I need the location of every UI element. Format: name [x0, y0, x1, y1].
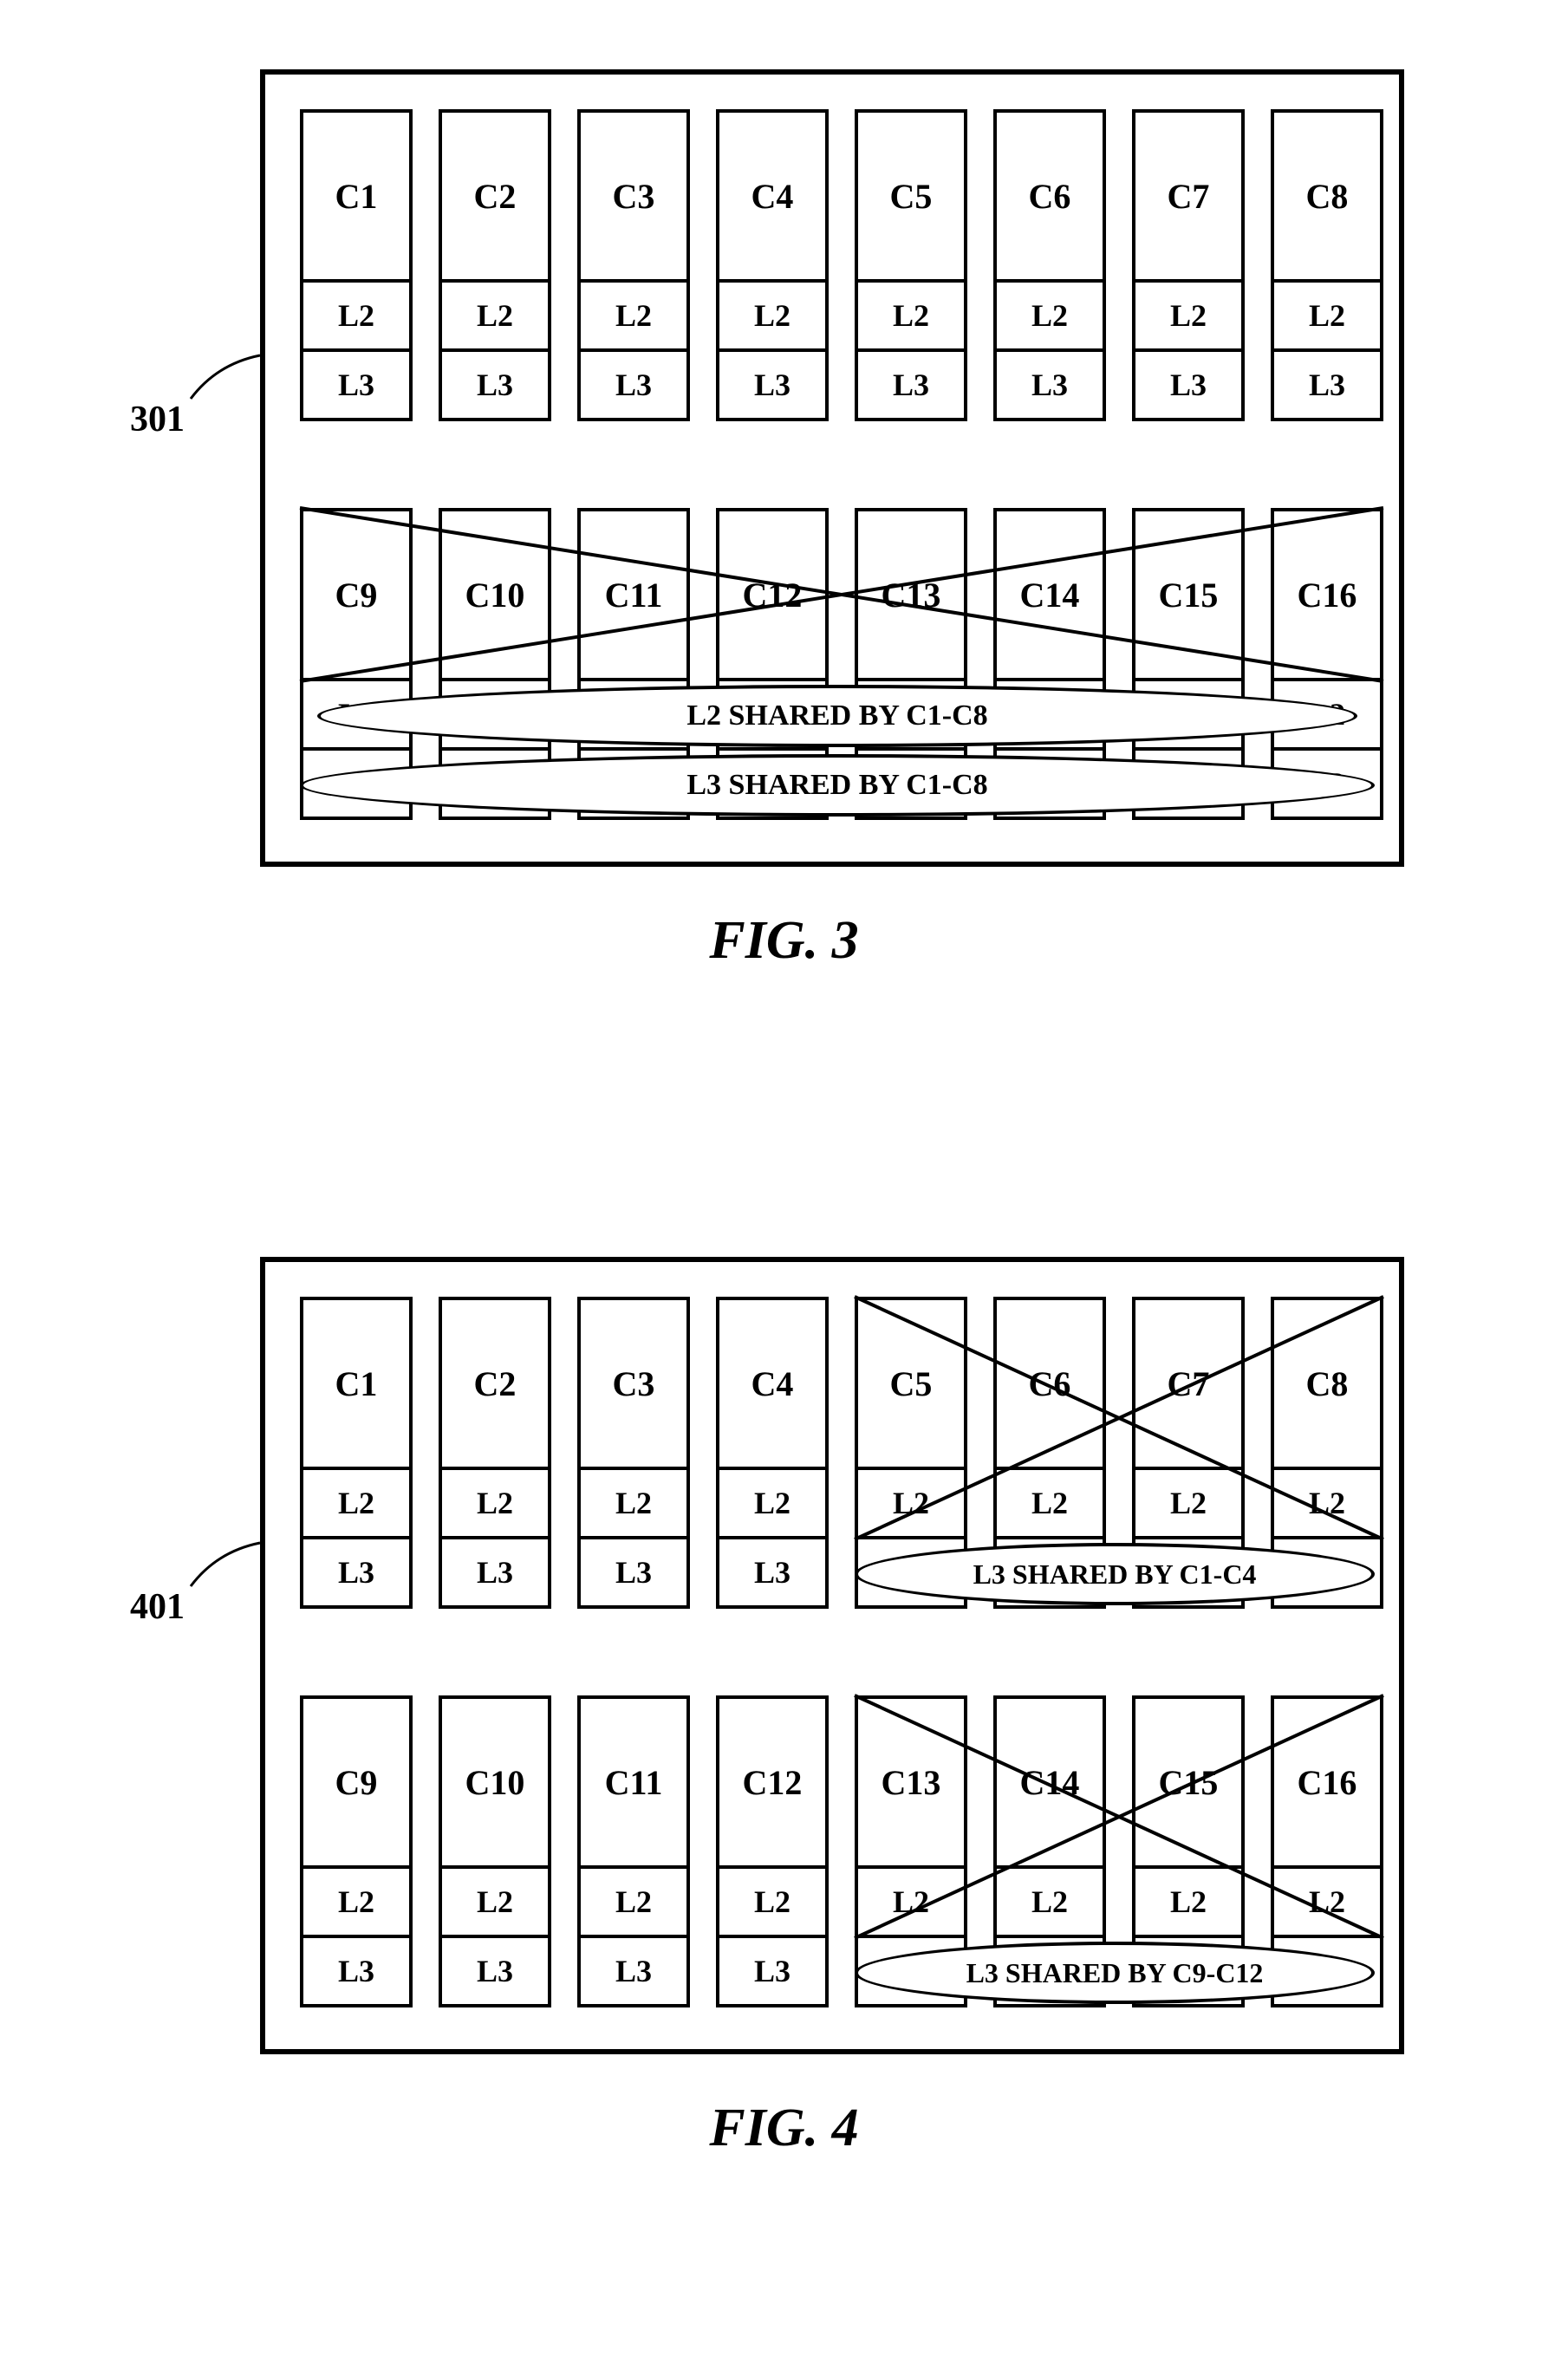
l2-cell: L2 [716, 1869, 829, 1938]
l3-cell: L3 [1132, 352, 1245, 421]
figure-3: 301 C1L2L3 C2L2L3 C3L2L3 C4L2L3 C5L2L3 C… [0, 52, 1568, 1049]
l2-cell: L2 [1132, 1869, 1245, 1938]
core-cell: C16 [1271, 1695, 1383, 1869]
core-cell: C2 [439, 1297, 551, 1470]
core-cell: C7 [1132, 1297, 1245, 1470]
core-cell: C10 [439, 508, 551, 681]
fig4-l3-shared-c9c12-ellipse: L3 SHARED BY C9-C12 [855, 1942, 1375, 2004]
l3-cell: L3 [439, 352, 551, 421]
ref-label-401: 401 [130, 1586, 185, 1628]
core-cell: C11 [577, 1695, 690, 1869]
l3-cell: L3 [439, 1938, 551, 2007]
core-cell: C3 [577, 109, 690, 283]
fig3-l2-shared-ellipse: L2 SHARED BY C1-C8 [317, 685, 1357, 747]
l2-cell: L2 [993, 283, 1106, 352]
core-cell: C7 [1132, 109, 1245, 283]
l3-cell: L3 [716, 1539, 829, 1609]
l2-cell: L2 [1132, 283, 1245, 352]
l3-cell: L3 [1271, 352, 1383, 421]
l2-cell: L2 [1271, 1470, 1383, 1539]
core-cell: C8 [1271, 1297, 1383, 1470]
core-cell: C13 [855, 1695, 967, 1869]
l2-cell: L2 [1271, 283, 1383, 352]
core-cell: C2 [439, 109, 551, 283]
core-cell: C10 [439, 1695, 551, 1869]
core-cell: C15 [1132, 1695, 1245, 1869]
l2-cell: L2 [993, 1869, 1106, 1938]
l2-cell: L2 [300, 1869, 413, 1938]
l2-cell: L2 [300, 283, 413, 352]
l2-cell: L2 [439, 1470, 551, 1539]
l2-cell: L2 [855, 283, 967, 352]
core-cell: C15 [1132, 508, 1245, 681]
fig4-chip: C1L2L3 C2L2L3 C3L2L3 C4L2L3 C5L2L3 C6L2L… [260, 1257, 1404, 2054]
l2-cell: L2 [300, 1470, 413, 1539]
l3-cell: L3 [577, 1938, 690, 2007]
l3-cell: L3 [300, 1539, 413, 1609]
fig4-caption: FIG. 4 [0, 2098, 1568, 2159]
l3-cell: L3 [300, 1938, 413, 2007]
l2-cell: L2 [577, 1869, 690, 1938]
fig3-l3-shared-ellipse: L3 SHARED BY C1-C8 [300, 754, 1375, 817]
l3-cell: L3 [300, 352, 413, 421]
l2-cell: L2 [855, 1470, 967, 1539]
core-cell: C8 [1271, 109, 1383, 283]
core-cell: C13 [855, 508, 967, 681]
ref-label-301: 301 [130, 399, 185, 440]
core-cell: C12 [716, 508, 829, 681]
core-cell: C5 [855, 109, 967, 283]
core-cell: C6 [993, 109, 1106, 283]
core-cell: C5 [855, 1297, 967, 1470]
l2-cell: L2 [716, 283, 829, 352]
fig3-caption: FIG. 3 [0, 910, 1568, 972]
core-cell: C11 [577, 508, 690, 681]
l2-cell: L2 [1132, 1470, 1245, 1539]
fig3-chip: C1L2L3 C2L2L3 C3L2L3 C4L2L3 C5L2L3 C6L2L… [260, 69, 1404, 867]
fig4-l3-shared-c1c4-ellipse: L3 SHARED BY C1-C4 [855, 1543, 1375, 1605]
l2-cell: L2 [577, 283, 690, 352]
fig3-row-top: C1L2L3 C2L2L3 C3L2L3 C4L2L3 C5L2L3 C6L2L… [265, 109, 1399, 421]
l3-cell: L3 [577, 1539, 690, 1609]
l3-cell: L3 [716, 1938, 829, 2007]
l2-cell: L2 [439, 283, 551, 352]
core-cell: C4 [716, 109, 829, 283]
page: 301 C1L2L3 C2L2L3 C3L2L3 C4L2L3 C5L2L3 C… [0, 0, 1568, 2306]
figure-4: 401 C1L2L3 C2L2L3 C3L2L3 C4L2L3 C5L2L3 C… [0, 1240, 1568, 2236]
l3-cell: L3 [855, 352, 967, 421]
core-cell: C6 [993, 1297, 1106, 1470]
l2-cell: L2 [1271, 1869, 1383, 1938]
l3-cell: L3 [439, 1539, 551, 1609]
l2-cell: L2 [439, 1869, 551, 1938]
core-cell: C16 [1271, 508, 1383, 681]
core-cell: C1 [300, 1297, 413, 1470]
l2-cell: L2 [716, 1470, 829, 1539]
core-cell: C4 [716, 1297, 829, 1470]
core-cell: C9 [300, 1695, 413, 1869]
l3-cell: L3 [716, 352, 829, 421]
core-cell: C1 [300, 109, 413, 283]
l3-cell: L3 [993, 352, 1106, 421]
l2-cell: L2 [855, 1869, 967, 1938]
core-cell: C12 [716, 1695, 829, 1869]
core-cell: C14 [993, 1695, 1106, 1869]
l2-cell: L2 [577, 1470, 690, 1539]
core-cell: C14 [993, 508, 1106, 681]
l2-cell: L2 [993, 1470, 1106, 1539]
core-cell: C3 [577, 1297, 690, 1470]
l3-cell: L3 [577, 352, 690, 421]
core-cell: C9 [300, 508, 413, 681]
